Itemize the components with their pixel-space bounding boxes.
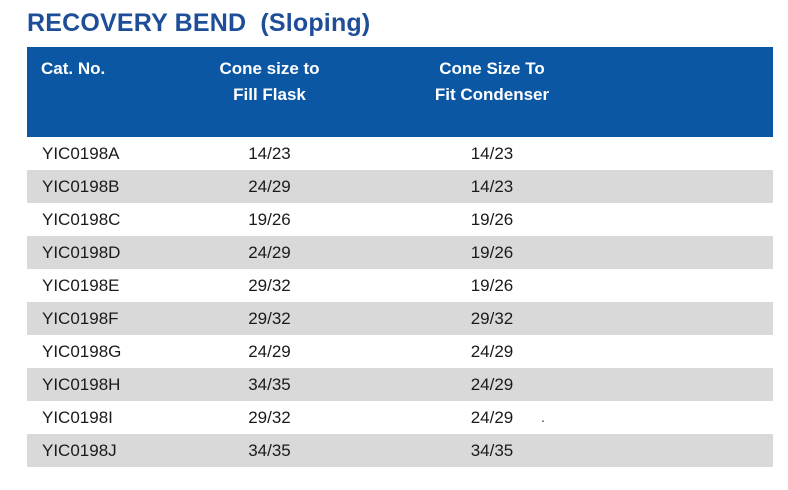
table-row: YIC0198B 24/29 14/23 <box>27 170 773 203</box>
cell-fit-condenser: 29/32 <box>470 309 514 328</box>
table-row: YIC0198I 29/32 24/29 <box>27 401 773 434</box>
cell-fit-condenser: 19/26 <box>470 243 514 262</box>
title-sub: (Sloping) <box>260 9 371 37</box>
table-row: YIC0198C 19/26 19/26 <box>27 203 773 236</box>
cell-fill-flask: 24/29 <box>248 177 291 196</box>
cell-cat-no: YIC0198I <box>42 408 113 427</box>
cell-cat-no: YIC0198G <box>42 342 122 361</box>
table-row: YIC0198F 29/32 29/32 <box>27 302 773 335</box>
page-title: RECOVERY BEND (Sloping) <box>27 9 370 38</box>
cell-cat-no: YIC0198B <box>42 177 120 196</box>
table-row: YIC0198E 29/32 19/26 <box>27 269 773 302</box>
cell-fill-flask: 14/23 <box>248 144 291 163</box>
cell-fill-flask: 34/35 <box>248 375 291 394</box>
cell-cat-no: YIC0198F <box>42 309 119 328</box>
title-main: RECOVERY BEND <box>27 9 247 37</box>
table-header: Cat. No. Cone size to Fill Flask Cone Si… <box>27 47 773 137</box>
cell-fill-flask: 34/35 <box>248 441 291 460</box>
cell-fill-flask: 24/29 <box>248 342 291 361</box>
cell-fill-flask: 29/32 <box>248 276 291 295</box>
cell-fit-condenser: 19/26 <box>470 210 514 229</box>
cell-fit-condenser: 14/23 <box>470 177 514 196</box>
cell-fit-condenser: 24/29 <box>470 342 514 361</box>
cell-fill-flask: 24/29 <box>248 243 291 262</box>
table-row: YIC0198J 34/35 34/35 <box>27 434 773 467</box>
table-row: YIC0198D 24/29 19/26 <box>27 236 773 269</box>
cell-cat-no: YIC0198E <box>42 276 120 295</box>
table-row: YIC0198A 14/23 14/23 <box>27 137 773 170</box>
cell-fit-condenser: 24/29 <box>470 375 514 394</box>
cell-fit-condenser: 14/23 <box>470 144 514 163</box>
cell-cat-no: YIC0198A <box>42 144 120 163</box>
table-row: YIC0198H 34/35 24/29 <box>27 368 773 401</box>
cell-fill-flask: 29/32 <box>248 408 291 427</box>
table-body: YIC0198A 14/23 14/23 YIC0198B 24/29 14/2… <box>27 137 773 467</box>
stray-mark: . <box>541 409 545 425</box>
cell-cat-no: YIC0198D <box>42 243 121 262</box>
cell-fill-flask: 19/26 <box>248 210 291 229</box>
cell-fit-condenser: 19/26 <box>470 276 514 295</box>
header-cat-no: Cat. No. <box>41 59 106 78</box>
header-fill-flask: Cone size to Fill Flask <box>219 59 320 104</box>
cell-fill-flask: 29/32 <box>248 309 291 328</box>
cell-fit-condenser: 24/29 <box>470 408 514 427</box>
cell-cat-no: YIC0198C <box>42 210 121 229</box>
cell-fit-condenser: 34/35 <box>470 441 514 460</box>
header-fit-condenser: Cone Size To Fit Condenser <box>434 59 550 104</box>
table-row: YIC0198G 24/29 24/29 <box>27 335 773 368</box>
cell-cat-no: YIC0198J <box>42 441 117 460</box>
cell-cat-no: YIC0198H <box>42 375 121 394</box>
